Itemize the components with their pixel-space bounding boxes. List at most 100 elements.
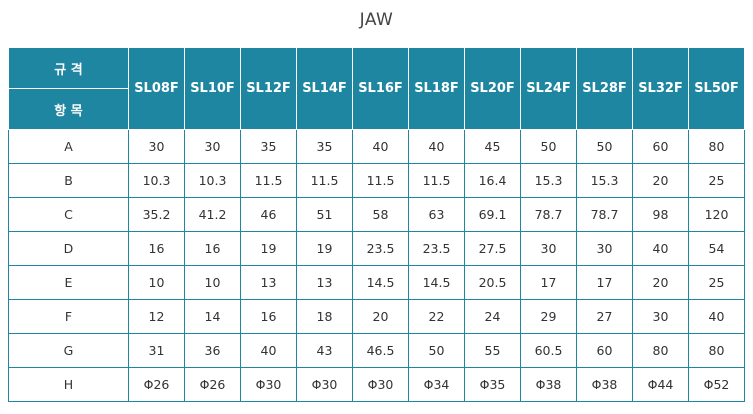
- header-row-item: 항 목: [8, 88, 745, 130]
- value-cell: 60: [632, 129, 689, 164]
- value-cell: 35: [296, 129, 353, 164]
- value-cell: 20.5: [464, 265, 521, 300]
- value-cell: 40: [240, 333, 297, 368]
- value-cell: 50: [576, 129, 633, 164]
- value-cell: 46.5: [352, 333, 409, 368]
- value-cell: 23.5: [352, 231, 409, 266]
- model-header-cell: SL20F: [464, 47, 521, 130]
- item-label-cell: E: [8, 265, 129, 300]
- value-cell: 30: [184, 129, 241, 164]
- value-cell: Φ35: [464, 367, 521, 402]
- value-cell: 35.2: [128, 197, 185, 232]
- value-cell: 63: [408, 197, 465, 232]
- value-cell: 10.3: [184, 163, 241, 198]
- table-row: D 16 16 19 19 23.5 23.5 27.5 30 30 40 54: [8, 231, 745, 266]
- value-cell: 41.2: [184, 197, 241, 232]
- model-header-cell: SL12F: [240, 47, 297, 130]
- model-header-cell: SL08F: [128, 47, 185, 130]
- value-cell: Φ52: [688, 367, 745, 402]
- value-cell: 22: [408, 299, 465, 334]
- value-cell: 11.5: [240, 163, 297, 198]
- value-cell: 80: [688, 129, 745, 164]
- value-cell: Φ38: [520, 367, 577, 402]
- table-row: F 12 14 16 18 20 22 24 29 27 30 40: [8, 299, 745, 334]
- value-cell: 10.3: [128, 163, 185, 198]
- value-cell: 40: [688, 299, 745, 334]
- value-cell: 80: [632, 333, 689, 368]
- model-header-cell: SL16F: [352, 47, 409, 130]
- value-cell: 18: [296, 299, 353, 334]
- table-row: G 31 36 40 43 46.5 50 55 60.5 60 80 80: [8, 333, 745, 368]
- model-header-cell: SL18F: [408, 47, 465, 130]
- value-cell: 25: [688, 265, 745, 300]
- header-row-spec: 규 격 SL08F SL10F SL12F SL14F SL16F SL18F …: [8, 47, 745, 130]
- model-header-cell: SL28F: [576, 47, 633, 130]
- value-cell: Φ30: [240, 367, 297, 402]
- value-cell: 43: [296, 333, 353, 368]
- table-row: H Φ26 Φ26 Φ30 Φ30 Φ30 Φ34 Φ35 Φ38 Φ38 Φ44 Φ52: [8, 367, 745, 402]
- value-cell: 40: [352, 129, 409, 164]
- value-cell: 16: [240, 299, 297, 334]
- value-cell: 30: [128, 129, 185, 164]
- model-header-cell: SL32F: [632, 47, 689, 130]
- value-cell: 46: [240, 197, 297, 232]
- value-cell: 80: [688, 333, 745, 368]
- spec-header-cell: 규 격: [8, 47, 129, 89]
- value-cell: 60.5: [520, 333, 577, 368]
- spec-table: 규 격 SL08F SL10F SL12F SL14F SL16F SL18F …: [8, 47, 745, 402]
- value-cell: 14.5: [408, 265, 465, 300]
- model-header-cell: SL50F: [688, 47, 745, 130]
- item-label-cell: C: [8, 197, 129, 232]
- value-cell: 58: [352, 197, 409, 232]
- value-cell: 17: [576, 265, 633, 300]
- table-row: E 10 10 13 13 14.5 14.5 20.5 17 17 20 25: [8, 265, 745, 300]
- value-cell: 15.3: [576, 163, 633, 198]
- item-label-cell: B: [8, 163, 129, 198]
- table-row: B 10.3 10.3 11.5 11.5 11.5 11.5 16.4 15.3 15.3 20 2…: [8, 163, 745, 198]
- value-cell: 19: [296, 231, 353, 266]
- value-cell: 24: [464, 299, 521, 334]
- value-cell: 25: [688, 163, 745, 198]
- value-cell: 27: [576, 299, 633, 334]
- value-cell: 51: [296, 197, 353, 232]
- value-cell: 78.7: [520, 197, 577, 232]
- value-cell: 20: [352, 299, 409, 334]
- value-cell: 17: [520, 265, 577, 300]
- value-cell: 27.5: [464, 231, 521, 266]
- item-header-cell: 항 목: [8, 88, 129, 130]
- value-cell: 12: [128, 299, 185, 334]
- value-cell: 16: [184, 231, 241, 266]
- value-cell: 30: [632, 299, 689, 334]
- value-cell: 40: [408, 129, 465, 164]
- value-cell: Φ38: [576, 367, 633, 402]
- value-cell: 19: [240, 231, 297, 266]
- value-cell: 40: [632, 231, 689, 266]
- value-cell: 31: [128, 333, 185, 368]
- value-cell: 78.7: [576, 197, 633, 232]
- value-cell: 30: [520, 231, 577, 266]
- value-cell: 20: [632, 265, 689, 300]
- model-header-cell: SL14F: [296, 47, 353, 130]
- value-cell: Φ26: [128, 367, 185, 402]
- value-cell: 98: [632, 197, 689, 232]
- value-cell: 14.5: [352, 265, 409, 300]
- value-cell: 50: [520, 129, 577, 164]
- item-label-cell: A: [8, 129, 129, 164]
- value-cell: Φ34: [408, 367, 465, 402]
- value-cell: 36: [184, 333, 241, 368]
- value-cell: 54: [688, 231, 745, 266]
- value-cell: 10: [128, 265, 185, 300]
- value-cell: Φ44: [632, 367, 689, 402]
- page-title: JAW: [359, 10, 394, 30]
- value-cell: 29: [520, 299, 577, 334]
- value-cell: 30: [576, 231, 633, 266]
- value-cell: 11.5: [296, 163, 353, 198]
- value-cell: 11.5: [408, 163, 465, 198]
- model-header-cell: SL10F: [184, 47, 241, 130]
- value-cell: 120: [688, 197, 745, 232]
- model-header-cell: SL24F: [520, 47, 577, 130]
- value-cell: 10: [184, 265, 241, 300]
- value-cell: 14: [184, 299, 241, 334]
- value-cell: 69.1: [464, 197, 521, 232]
- item-label-cell: F: [8, 299, 129, 334]
